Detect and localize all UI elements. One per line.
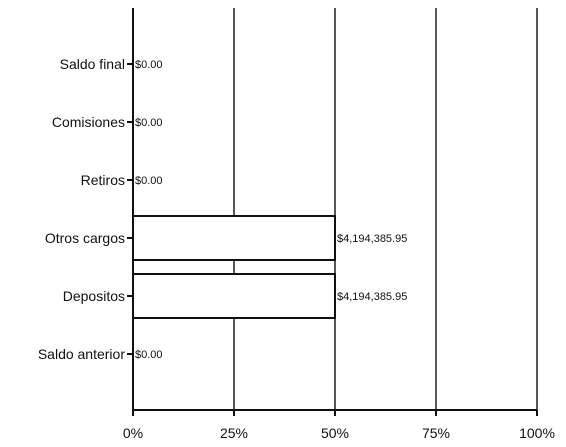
data-label: $4,194,385.95 [337,291,407,303]
bar [132,273,336,319]
bar [132,215,336,261]
category-label: Saldo final [60,56,125,72]
x-tick-label: 100% [519,425,555,441]
category-label: Retiros [81,172,125,188]
x-tick-label: 25% [220,425,248,441]
data-label: $0.00 [135,117,163,129]
category-label: Otros cargos [45,230,125,246]
category-label: Comisiones [52,114,125,130]
category-label: Depositos [63,288,125,304]
x-tick-label: 0% [123,425,143,441]
x-tick-label: 50% [321,425,349,441]
category-label: Saldo anterior [38,346,126,362]
x-tick-label: 75% [422,425,450,441]
data-label: $4,194,385.95 [337,233,407,245]
data-label: $0.00 [135,349,163,361]
data-label: $0.00 [135,59,163,71]
data-label: $0.00 [135,175,163,187]
